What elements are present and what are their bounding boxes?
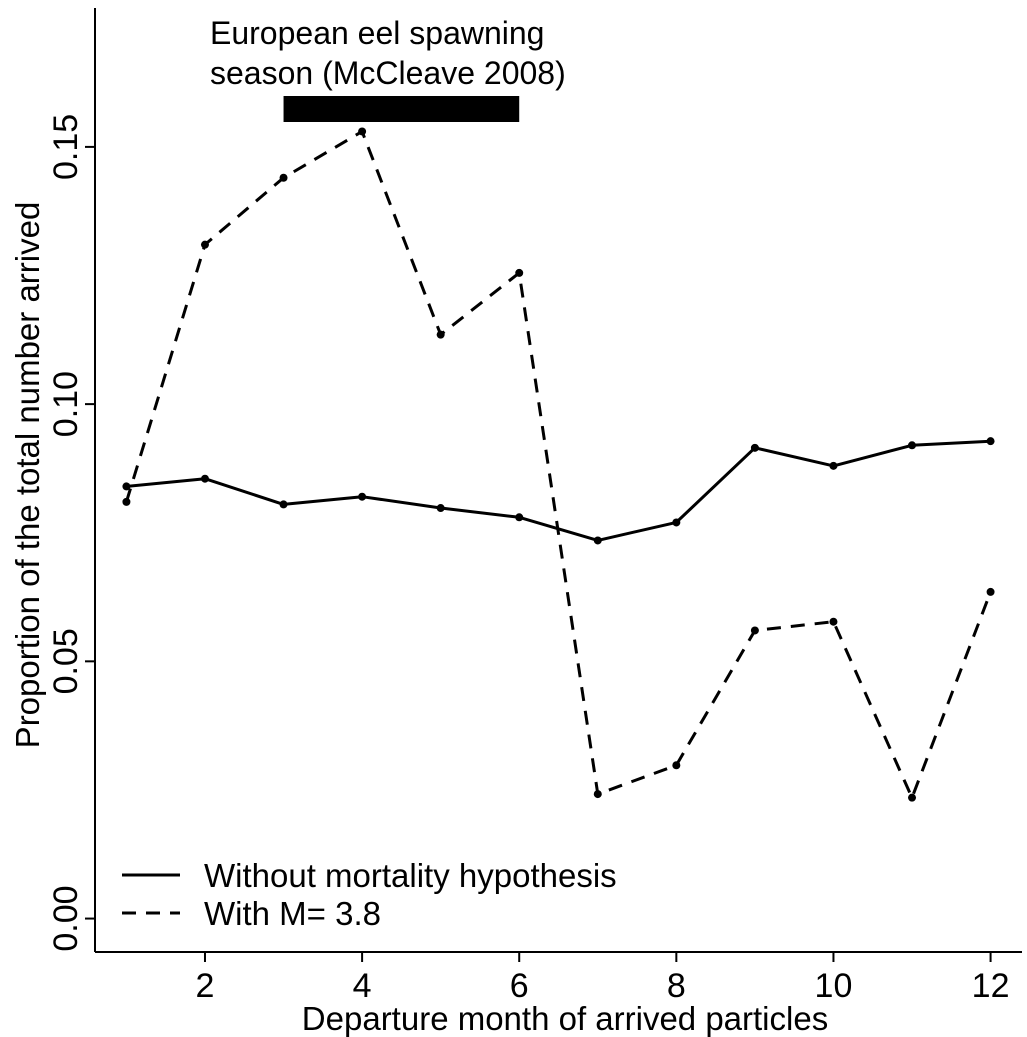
x-tick-label: 10 bbox=[815, 967, 853, 1005]
data-point bbox=[436, 330, 445, 339]
data-point bbox=[750, 626, 759, 635]
data-point bbox=[436, 504, 445, 513]
x-tick-label: 6 bbox=[510, 967, 529, 1005]
y-tick-label: 0.05 bbox=[47, 628, 85, 694]
x-axis-title: Departure month of arrived particles bbox=[302, 1000, 828, 1037]
y-tick-label: 0.10 bbox=[47, 371, 85, 437]
legend: Without mortality hypothesis With M= 3.8 bbox=[122, 857, 617, 932]
x-tick-label: 8 bbox=[667, 967, 686, 1005]
data-point bbox=[515, 268, 524, 277]
data-point bbox=[829, 461, 838, 470]
data-point bbox=[279, 500, 288, 509]
data-point bbox=[122, 497, 131, 506]
data-point bbox=[986, 437, 995, 446]
annotation-line-2: season (McCleave 2008) bbox=[210, 55, 566, 91]
data-point bbox=[279, 173, 288, 182]
spawning-season-bar bbox=[283, 96, 520, 122]
data-point bbox=[358, 127, 367, 136]
series-line-with-mortality bbox=[124, 130, 993, 800]
data-point bbox=[750, 443, 759, 452]
data-point bbox=[122, 482, 131, 491]
data-point bbox=[200, 474, 209, 483]
x-tick-label: 12 bbox=[972, 967, 1010, 1005]
data-point bbox=[358, 492, 367, 501]
data-point bbox=[593, 536, 602, 545]
data-point bbox=[672, 518, 681, 527]
y-axis-title: Proportion of the total number arrived bbox=[9, 202, 46, 749]
data-point bbox=[200, 240, 209, 249]
x-tick-label: 2 bbox=[196, 967, 215, 1005]
data-point bbox=[672, 761, 681, 770]
y-tick-label: 0.00 bbox=[47, 885, 85, 951]
data-point bbox=[908, 793, 917, 802]
legend-label-without-mortality: Without mortality hypothesis bbox=[204, 857, 617, 894]
data-point bbox=[593, 790, 602, 799]
data-point bbox=[908, 441, 917, 450]
axes: 2 4 6 8 10 12 0.00 0.05 0.10 0.15 bbox=[47, 8, 1022, 1005]
legend-label-with-mortality: With M= 3.8 bbox=[204, 895, 381, 932]
data-point bbox=[986, 587, 995, 596]
series bbox=[122, 127, 995, 802]
spawning-season-annotation: European eel spawning season (McCleave 2… bbox=[210, 15, 566, 122]
annotation-line-1: European eel spawning bbox=[210, 15, 544, 51]
x-tick-label: 4 bbox=[353, 967, 372, 1005]
y-tick-label: 0.15 bbox=[47, 114, 85, 180]
data-point bbox=[829, 617, 838, 626]
data-point bbox=[515, 513, 524, 522]
